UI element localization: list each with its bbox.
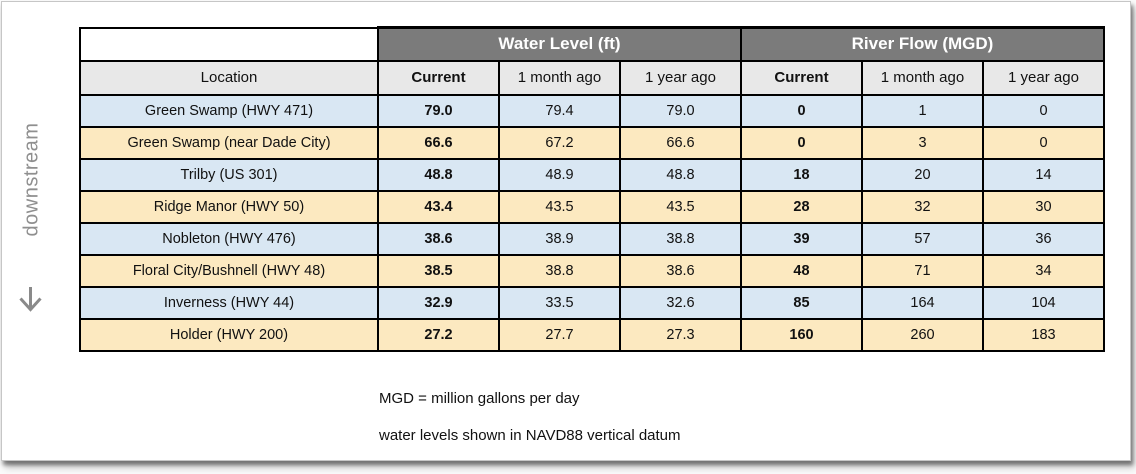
rf-current-cell: 85: [740, 285, 863, 320]
wl-year-cell: 38.8: [619, 221, 742, 256]
rf-month-cell: 164: [861, 285, 984, 320]
column-header-rf-month: 1 month ago: [861, 59, 984, 96]
table-row: Inverness (HWY 44) 32.9 33.5 32.6 85 164…: [79, 285, 1105, 320]
table-row: Trilby (US 301) 48.8 48.9 48.8 18 20 14: [79, 157, 1105, 192]
wl-month-cell: 79.4: [498, 93, 621, 128]
wl-year-cell: 38.6: [619, 253, 742, 288]
column-header-rf-year: 1 year ago: [982, 59, 1105, 96]
rf-current-cell: 28: [740, 189, 863, 224]
wl-current-cell: 38.6: [377, 221, 500, 256]
column-header-wl-current: Current: [377, 59, 500, 96]
wl-current-cell: 27.2: [377, 317, 500, 352]
table-row: Floral City/Bushnell (HWY 48) 38.5 38.8 …: [79, 253, 1105, 288]
wl-month-cell: 33.5: [498, 285, 621, 320]
wl-month-cell: 38.8: [498, 253, 621, 288]
rf-year-cell: 14: [982, 157, 1105, 192]
wl-year-cell: 27.3: [619, 317, 742, 352]
location-cell: Floral City/Bushnell (HWY 48): [79, 253, 379, 288]
wl-current-cell: 79.0: [377, 93, 500, 128]
location-cell: Trilby (US 301): [79, 157, 379, 192]
table-row: Green Swamp (HWY 471) 79.0 79.4 79.0 0 1…: [79, 93, 1105, 128]
rf-month-cell: 71: [861, 253, 984, 288]
wl-year-cell: 48.8: [619, 157, 742, 192]
rf-year-cell: 0: [982, 125, 1105, 160]
rf-month-cell: 1: [861, 93, 984, 128]
rf-month-cell: 3: [861, 125, 984, 160]
rf-month-cell: 20: [861, 157, 984, 192]
downstream-axis-label: downstream: [8, 110, 56, 248]
column-header-location: Location: [79, 59, 379, 96]
group-header-river-flow: River Flow (MGD): [740, 26, 1105, 62]
rf-current-cell: 48: [740, 253, 863, 288]
table-row: Green Swamp (near Dade City) 66.6 67.2 6…: [79, 125, 1105, 160]
wl-year-cell: 43.5: [619, 189, 742, 224]
location-cell: Ridge Manor (HWY 50): [79, 189, 379, 224]
wl-current-cell: 48.8: [377, 157, 500, 192]
table-row: Holder (HWY 200) 27.2 27.7 27.3 160 260 …: [79, 317, 1105, 352]
rf-current-cell: 39: [740, 221, 863, 256]
wl-current-cell: 66.6: [377, 125, 500, 160]
footnote-mgd: MGD = million gallons per day: [379, 390, 580, 407]
wl-month-cell: 27.7: [498, 317, 621, 352]
wl-month-cell: 43.5: [498, 189, 621, 224]
wl-month-cell: 48.9: [498, 157, 621, 192]
rf-month-cell: 57: [861, 221, 984, 256]
rf-month-cell: 260: [861, 317, 984, 352]
column-header-wl-year: 1 year ago: [619, 59, 742, 96]
wl-current-cell: 32.9: [377, 285, 500, 320]
table-row: Ridge Manor (HWY 50) 43.4 43.5 43.5 28 3…: [79, 189, 1105, 224]
down-arrow-icon: [19, 287, 42, 312]
table-row: Nobleton (HWY 476) 38.6 38.9 38.8 39 57 …: [79, 221, 1105, 256]
group-header-water-level: Water Level (ft): [377, 26, 742, 62]
rf-year-cell: 0: [982, 93, 1105, 128]
rf-year-cell: 104: [982, 285, 1105, 320]
rf-current-cell: 0: [740, 125, 863, 160]
location-cell: Green Swamp (near Dade City): [79, 125, 379, 160]
rf-year-cell: 36: [982, 221, 1105, 256]
column-header-rf-current: Current: [740, 59, 863, 96]
downstream-label: downstream: [20, 122, 43, 236]
column-header-wl-month: 1 month ago: [498, 59, 621, 96]
rf-year-cell: 30: [982, 189, 1105, 224]
location-cell: Inverness (HWY 44): [79, 285, 379, 320]
wl-year-cell: 66.6: [619, 125, 742, 160]
rf-current-cell: 18: [740, 157, 863, 192]
rf-year-cell: 34: [982, 253, 1105, 288]
footnote-datum: water levels shown in NAVD88 vertical da…: [379, 427, 681, 444]
wl-current-cell: 43.4: [377, 189, 500, 224]
river-levels-table: Water Level (ft) River Flow (MGD) Locati…: [79, 26, 1105, 352]
wl-year-cell: 79.0: [619, 93, 742, 128]
location-cell: Holder (HWY 200): [79, 317, 379, 352]
rf-current-cell: 160: [740, 317, 863, 352]
group-header-row: Water Level (ft) River Flow (MGD): [79, 26, 1105, 62]
wl-current-cell: 38.5: [377, 253, 500, 288]
river-data-panel: downstream Water Level (ft) River Flow (…: [1, 1, 1131, 461]
blank-corner-cell: [79, 26, 379, 62]
location-cell: Green Swamp (HWY 471): [79, 93, 379, 128]
column-header-row: Location Current 1 month ago 1 year ago …: [79, 59, 1105, 96]
rf-year-cell: 183: [982, 317, 1105, 352]
location-cell: Nobleton (HWY 476): [79, 221, 379, 256]
wl-year-cell: 32.6: [619, 285, 742, 320]
wl-month-cell: 38.9: [498, 221, 621, 256]
wl-month-cell: 67.2: [498, 125, 621, 160]
rf-month-cell: 32: [861, 189, 984, 224]
rf-current-cell: 0: [740, 93, 863, 128]
footnotes: MGD = million gallons per day water leve…: [379, 390, 681, 464]
